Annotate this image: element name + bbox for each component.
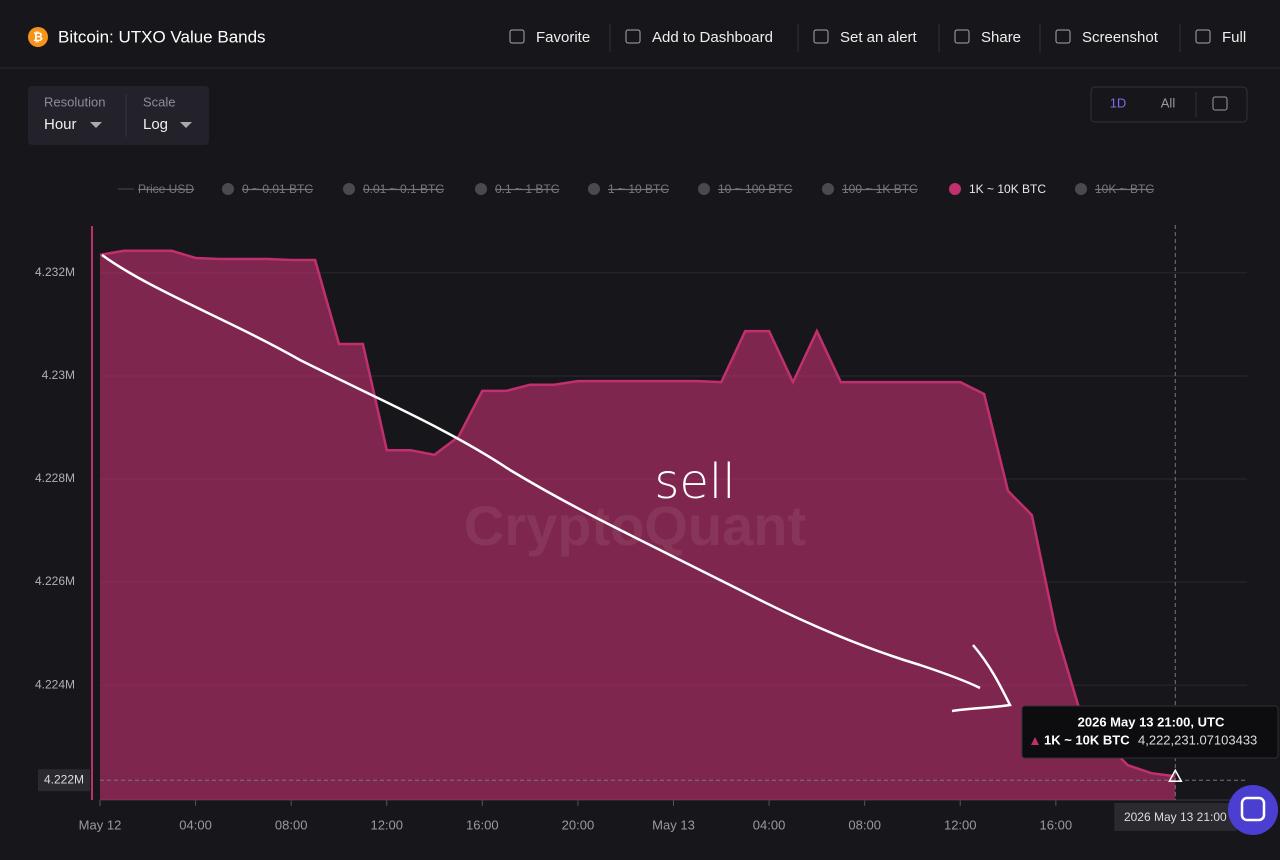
range-1d[interactable]: 1D xyxy=(1110,95,1127,110)
y-tick-label: 4.224M xyxy=(35,677,75,691)
tooltip-bg xyxy=(1021,705,1279,759)
x-tick-label: 12:00 xyxy=(370,817,403,832)
x-tick-label: 16:00 xyxy=(466,817,499,832)
resolution-value[interactable]: Hour xyxy=(44,116,77,133)
scale-label: Scale xyxy=(143,94,176,109)
button-icon xyxy=(1055,29,1071,44)
button-icon xyxy=(954,29,970,44)
title: Bitcoin: UTXO Value Bands xyxy=(58,27,266,46)
header-button[interactable]: Share xyxy=(981,29,1021,46)
x-tick-label: 20:00 xyxy=(562,817,595,832)
header-button[interactable]: Set an alert xyxy=(840,29,918,46)
chat-icon xyxy=(1240,796,1266,822)
legend-swatch xyxy=(698,183,710,195)
header-button[interactable]: Screenshot xyxy=(1082,29,1159,46)
crosshair-y-label: 4.222M xyxy=(44,772,84,786)
range-box xyxy=(1090,86,1248,123)
x-tick-label: 08:00 xyxy=(848,817,881,832)
scale-value[interactable]: Log xyxy=(143,116,168,133)
legend-swatch xyxy=(588,183,600,195)
tooltip-value: 4,222,231.07103433 xyxy=(1138,732,1257,747)
dropdown-arrow xyxy=(180,122,192,128)
controls-box[interactable] xyxy=(28,86,209,145)
crosshair-y-bg xyxy=(38,769,90,792)
legend-item[interactable]: 0.01 ~ 0.1 BTC xyxy=(363,182,444,196)
tooltip-time: 2026 May 13 21:00, UTC xyxy=(1078,714,1225,729)
legend-item[interactable]: 0 ~ 0.01 BTC xyxy=(242,182,313,196)
range-all[interactable]: All xyxy=(1161,95,1176,110)
header-button[interactable]: Add to Dashboard xyxy=(652,29,773,46)
legend-swatch xyxy=(822,183,834,195)
legend-swatch xyxy=(1075,183,1087,195)
hover-point xyxy=(1168,768,1183,782)
btc-icon-glyph: ₿ xyxy=(33,30,43,44)
y-tick-label: 4.232M xyxy=(35,265,75,279)
x-tick-label: May 12 xyxy=(79,817,122,832)
y-tick-label: 4.23M xyxy=(42,368,75,382)
area-line xyxy=(99,249,1176,778)
dropdown-arrow xyxy=(90,122,102,128)
drawn-arrowhead xyxy=(951,644,1012,713)
y-tick-label: 4.228M xyxy=(35,471,75,485)
legend-swatch xyxy=(475,183,487,195)
resolution-label: Resolution xyxy=(44,94,105,109)
button-icon xyxy=(813,29,829,44)
tooltip-series: 1K ~ 10K BTC xyxy=(1044,732,1130,747)
x-tick-label: 12:00 xyxy=(944,817,977,832)
legend-item[interactable]: Price USD xyxy=(138,182,194,196)
y-tick-label: 4.226M xyxy=(35,574,75,588)
legend-item[interactable]: 10K ~ BTC xyxy=(1095,182,1154,196)
x-tick-label: 08:00 xyxy=(275,817,308,832)
x-tick-label: 16:00 xyxy=(1040,817,1073,832)
legend-swatch xyxy=(343,183,355,195)
legend-item[interactable]: 10 ~ 100 BTC xyxy=(718,182,793,196)
drawn-arrow xyxy=(101,253,981,690)
btc-icon xyxy=(28,27,48,47)
crosshair-x-label: 2026 May 13 21:00 xyxy=(1124,810,1227,824)
legend-item[interactable]: 1 ~ 10 BTC xyxy=(608,182,669,196)
button-icon xyxy=(1195,29,1211,44)
chat-button[interactable] xyxy=(1228,785,1278,835)
x-tick-label: 04:00 xyxy=(753,817,786,832)
watermark: CryptoQuant xyxy=(464,494,806,557)
annotation: sell xyxy=(654,454,735,510)
calendar-icon[interactable] xyxy=(1212,96,1228,111)
x-tick-label: 04:00 xyxy=(179,817,212,832)
area-fill xyxy=(100,250,1176,801)
x-tick-label: May 13 xyxy=(652,817,695,832)
legend-item[interactable]: 100 ~ 1K BTC xyxy=(842,182,918,196)
header-button[interactable]: Full xyxy=(1222,29,1246,46)
button-icon xyxy=(625,29,641,44)
legend-swatch xyxy=(949,183,961,195)
crosshair-x-bg xyxy=(1114,803,1237,831)
button-icon xyxy=(509,29,525,44)
tooltip-swatch xyxy=(1031,737,1039,745)
header-button[interactable]: Favorite xyxy=(536,29,590,46)
legend-item[interactable]: 0.1 ~ 1 BTC xyxy=(495,182,560,196)
legend-item[interactable]: 1K ~ 10K BTC xyxy=(969,182,1046,196)
legend-swatch xyxy=(222,183,234,195)
